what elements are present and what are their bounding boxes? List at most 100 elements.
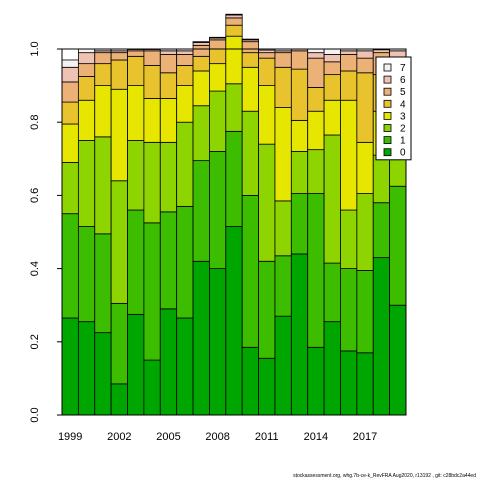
bar-2007-age-5 xyxy=(192,44,210,57)
bar-2016-age-1 xyxy=(340,268,358,352)
bar-2015-age-4 xyxy=(323,74,341,101)
bar-2016-age-0 xyxy=(340,350,358,416)
bar-2010-age-4 xyxy=(241,52,259,68)
bar-2011-age-0 xyxy=(258,357,276,416)
bar-2003-age-0 xyxy=(127,313,145,416)
x-tick-label: 2017 xyxy=(353,431,377,443)
bar-2010-age-1 xyxy=(241,194,259,348)
bar-2001-age-5 xyxy=(94,52,112,65)
bar-2010-age-0 xyxy=(241,346,259,416)
legend-label-6: 6 xyxy=(400,75,406,86)
y-tick-label: 0.0 xyxy=(29,407,41,422)
bar-2005-age-5 xyxy=(159,54,178,74)
legend-swatch-7 xyxy=(383,63,392,72)
bar-2005-age-6 xyxy=(159,50,178,55)
legend-swatch-4 xyxy=(383,99,392,108)
bar-2006-age-4 xyxy=(176,65,194,87)
legend-label-5: 5 xyxy=(400,87,406,98)
bar-2005-age-2 xyxy=(159,141,178,213)
bar-2005-age-4 xyxy=(159,72,178,99)
bar-1999-age-6 xyxy=(61,66,79,83)
bar-2007-age-4 xyxy=(192,55,210,72)
bar-2002-age-4 xyxy=(110,59,128,90)
bar-2012-age-3 xyxy=(274,107,292,202)
legend-swatch-1 xyxy=(383,136,392,145)
bar-2003-age-4 xyxy=(127,55,145,87)
bar-2018-age-1 xyxy=(372,202,391,259)
bar-1999-age-7 xyxy=(61,59,79,68)
bar-2010-age-5 xyxy=(241,41,259,54)
bar-2008-age-2 xyxy=(209,90,227,152)
bar-2009-age-4 xyxy=(225,24,243,37)
y-tick-label: 1.0 xyxy=(29,41,41,56)
bar-2004-age-3 xyxy=(143,98,161,143)
x-axis: 1999 2002 2005 2008 2011 2014 2017 xyxy=(58,431,377,443)
bar-2002-age-0 xyxy=(110,383,128,416)
bar-2009-age-7 xyxy=(225,13,243,16)
legend-label-1: 1 xyxy=(400,136,406,147)
bar-2013-age-4 xyxy=(290,68,309,121)
bar-2000-age-6 xyxy=(77,52,96,65)
bar-2012-age-0 xyxy=(274,315,292,416)
bar-2012-age-1 xyxy=(274,255,292,317)
y-tick-label: 0.6 xyxy=(29,188,41,203)
bar-2018-age-0 xyxy=(372,257,391,416)
bar-2011-age-4 xyxy=(258,57,276,87)
bar-2000-age-0 xyxy=(77,321,96,416)
bar-2013-age-3 xyxy=(290,119,309,152)
bar-2015-age-1 xyxy=(323,262,341,323)
bar-2016-age-4 xyxy=(340,70,358,101)
legend-label-7: 7 xyxy=(400,63,406,74)
bar-2006-age-3 xyxy=(176,85,194,123)
bar-2004-age-5 xyxy=(143,50,161,66)
bar-2012-age-4 xyxy=(274,66,292,108)
bar-2001-age-2 xyxy=(94,136,112,235)
bar-2016-age-2 xyxy=(340,209,358,269)
bar-2007-age-2 xyxy=(192,105,210,162)
bar-2006-age-2 xyxy=(176,121,194,207)
bar-1999-age-4 xyxy=(61,101,79,125)
bar-2014-age-4 xyxy=(307,87,325,112)
x-tick-label: 2002 xyxy=(107,431,131,443)
bar-2010-age-3 xyxy=(241,66,259,112)
bar-2004-age-2 xyxy=(143,141,161,224)
y-tick-label: 0.4 xyxy=(29,261,41,276)
bar-2000-age-4 xyxy=(77,76,96,101)
bar-2007-age-6 xyxy=(192,42,210,46)
bar-2000-age-5 xyxy=(77,63,96,77)
x-tick-label: 1999 xyxy=(58,431,82,443)
bar-2004-age-4 xyxy=(143,65,161,99)
bar-2014-age-2 xyxy=(307,149,325,194)
bar-2009-age-5 xyxy=(225,17,243,26)
bar-2014-age-7 xyxy=(307,48,325,54)
bar-2008-age-4 xyxy=(209,48,227,65)
bar-2011-age-2 xyxy=(258,143,276,262)
bar-2014-age-3 xyxy=(307,110,325,151)
bar-2017-age-3 xyxy=(356,141,374,194)
bar-2011-age-3 xyxy=(258,85,276,145)
bar-1999-age-0 xyxy=(61,317,79,416)
bar-1999-age-2 xyxy=(61,162,79,215)
x-tick-label: 2014 xyxy=(304,431,328,443)
bar-2010-age-2 xyxy=(241,110,259,196)
bar-2009-age-6 xyxy=(225,14,243,19)
bar-2015-age-3 xyxy=(323,99,341,136)
bar-2016-age-6 xyxy=(340,50,358,55)
bar-2018-age-6 xyxy=(372,49,391,54)
bar-2015-age-5 xyxy=(323,61,341,76)
bar-2008-age-0 xyxy=(209,268,227,416)
bar-2016-age-5 xyxy=(340,54,358,72)
bar-2010-age-7 xyxy=(241,38,259,41)
legend-label-2: 2 xyxy=(400,124,406,135)
bar-2015-age-6 xyxy=(323,54,341,63)
legend-swatch-3 xyxy=(383,112,392,120)
bar-2008-age-7 xyxy=(209,36,227,39)
legend-swatch-6 xyxy=(383,75,392,84)
bar-2013-age-2 xyxy=(290,151,309,194)
bar-2019-age-1 xyxy=(389,185,407,306)
bar-2011-age-1 xyxy=(258,260,276,359)
bar-2008-age-1 xyxy=(209,151,227,269)
bar-2014-age-6 xyxy=(307,52,325,59)
bar-2015-age-2 xyxy=(323,134,341,264)
